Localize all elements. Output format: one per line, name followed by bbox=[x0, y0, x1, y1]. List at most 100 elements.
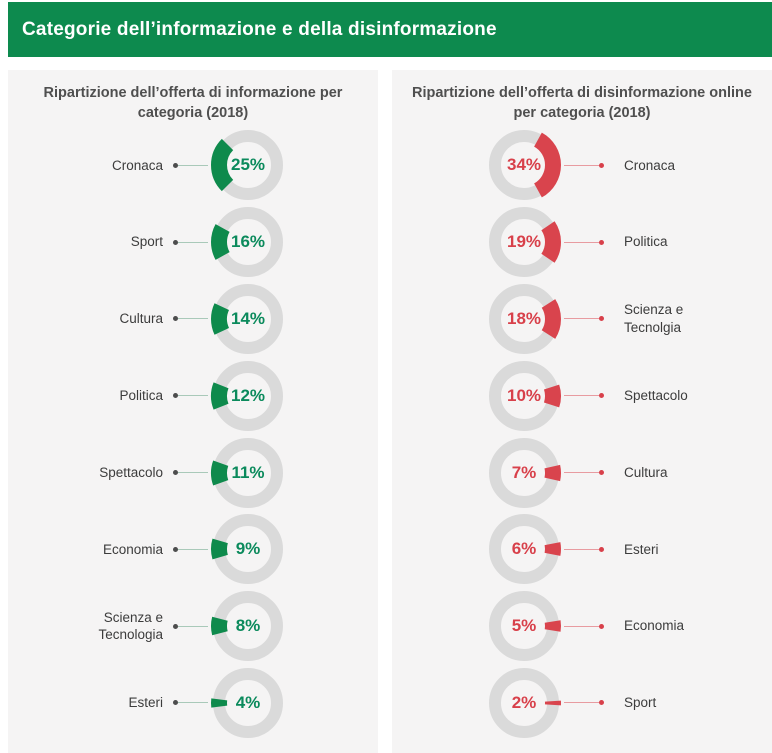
donut-chart: 10% bbox=[484, 356, 564, 436]
donut-row: Cronaca 25% bbox=[8, 127, 378, 204]
category-label: Scienza e Tecnolgia bbox=[624, 302, 684, 335]
connector-dot-icon bbox=[599, 393, 604, 399]
connector-line bbox=[564, 164, 599, 166]
donut-value-arc bbox=[544, 542, 561, 557]
donut-chart: 25% bbox=[208, 125, 288, 205]
category-label: Spettacolo bbox=[624, 388, 688, 404]
connector-dot-icon bbox=[599, 623, 604, 629]
connector-line bbox=[564, 548, 599, 550]
donut-value-label: 18% bbox=[506, 309, 542, 328]
connector-line bbox=[178, 472, 208, 474]
category-label: Esteri bbox=[128, 695, 163, 711]
category-label: Sport bbox=[624, 695, 657, 711]
label-connector bbox=[564, 700, 612, 706]
donut-row: Economia 9% bbox=[8, 511, 378, 588]
donut-ring-graphic bbox=[489, 437, 561, 508]
label-connector bbox=[163, 393, 208, 399]
donut-value-arc bbox=[533, 132, 561, 198]
donut-ring-graphic bbox=[211, 514, 283, 585]
connector-dot-icon bbox=[599, 162, 604, 168]
connector-line bbox=[178, 164, 208, 166]
donut-ring-graphic bbox=[211, 437, 283, 508]
donut-chart: 18% bbox=[484, 279, 564, 359]
label-connector bbox=[163, 700, 208, 706]
donut-value-label: 10% bbox=[506, 385, 542, 405]
connector-dot-icon bbox=[173, 316, 178, 322]
donut-row: Spettacolo 11% bbox=[8, 434, 378, 511]
donut-chart: 34% bbox=[484, 125, 564, 205]
category-label: Esteri bbox=[624, 541, 659, 557]
label-connector bbox=[564, 162, 612, 168]
donut-value-arc bbox=[541, 299, 561, 339]
donut-value-label: 9% bbox=[235, 539, 261, 559]
donut-row: Esteri 4% bbox=[8, 665, 378, 742]
label-connector bbox=[564, 470, 612, 476]
information-donut-list: Cronaca 25% Sport 16% Cultura 14% Politica 12% S… bbox=[8, 127, 378, 741]
connector-line bbox=[564, 625, 599, 627]
category-label: Cronaca bbox=[624, 157, 676, 173]
label-connector bbox=[564, 316, 612, 322]
donut-ring-graphic bbox=[211, 667, 283, 738]
information-chart-title: Ripartizione dell’offerta di informazion… bbox=[43, 85, 343, 121]
category-label: Cronaca bbox=[111, 157, 163, 173]
connector-dot-icon bbox=[599, 239, 604, 245]
category-label: Politica bbox=[119, 388, 163, 404]
donut-value-label: 4% bbox=[235, 692, 261, 712]
connector-line bbox=[564, 702, 599, 704]
donut-value-label: 11% bbox=[231, 462, 265, 482]
donut-chart: 8% bbox=[208, 586, 288, 666]
donut-value-arc bbox=[211, 224, 230, 261]
donut-value-arc bbox=[211, 382, 229, 410]
donut-chart: 7% bbox=[484, 433, 564, 513]
category-label: Sport bbox=[130, 234, 163, 250]
donut-ring-graphic bbox=[211, 207, 283, 278]
connector-line bbox=[564, 241, 599, 243]
connector-line bbox=[178, 318, 208, 320]
connector-line bbox=[178, 241, 208, 243]
donut-chart: 16% bbox=[208, 202, 288, 282]
label-connector bbox=[163, 316, 208, 322]
donut-row: 34% Cronaca bbox=[392, 127, 772, 204]
donut-ring-graphic bbox=[489, 207, 561, 278]
donut-value-label: 34% bbox=[506, 155, 542, 175]
page-title-banner: Categorie dell’informazione e della disi… bbox=[8, 2, 772, 57]
label-connector bbox=[163, 162, 208, 168]
label-connector bbox=[163, 470, 208, 476]
donut-ring-graphic bbox=[211, 591, 283, 662]
donut-value-label: 7% bbox=[511, 462, 537, 482]
donut-ring-graphic bbox=[489, 360, 561, 431]
information-chart-panel: Ripartizione dell’offerta di informazion… bbox=[8, 70, 378, 753]
disinformation-chart-title: Ripartizione dell’offerta di disinformaz… bbox=[412, 85, 752, 121]
donut-value-arc bbox=[211, 616, 228, 636]
donut-ring-graphic bbox=[489, 130, 561, 201]
label-connector bbox=[163, 239, 208, 245]
donut-chart: 6% bbox=[484, 509, 564, 589]
donut-ring-graphic bbox=[489, 591, 561, 662]
category-label: Cultura bbox=[119, 311, 163, 327]
donut-value-arc bbox=[541, 221, 561, 263]
donut-chart: 5% bbox=[484, 586, 564, 666]
donut-row: 2% Sport bbox=[392, 665, 772, 742]
donut-chart: 4% bbox=[208, 663, 288, 743]
disinformation-chart-panel: Ripartizione dell’offerta di disinformaz… bbox=[392, 70, 772, 753]
label-connector bbox=[163, 546, 208, 552]
donut-row: 6% Esteri bbox=[392, 511, 772, 588]
donut-row: 19% Politica bbox=[392, 204, 772, 281]
connector-dot-icon bbox=[599, 700, 604, 706]
connector-line bbox=[564, 318, 599, 320]
donut-ring-graphic bbox=[211, 130, 283, 201]
donut-value-label: 2% bbox=[511, 692, 537, 712]
category-label: Economia bbox=[624, 618, 685, 634]
label-connector bbox=[564, 393, 612, 399]
category-label: Scienza e Tecnologia bbox=[98, 609, 163, 643]
label-connector bbox=[564, 239, 612, 245]
donut-row: 10% Spettacolo bbox=[392, 357, 772, 434]
connector-dot-icon bbox=[173, 393, 178, 399]
donut-chart: 9% bbox=[208, 509, 288, 589]
label-connector bbox=[163, 623, 208, 629]
donut-value-label: 8% bbox=[235, 616, 261, 636]
connector-dot-icon bbox=[599, 316, 604, 322]
connector-dot-icon bbox=[173, 623, 178, 629]
connector-dot-icon bbox=[173, 700, 178, 706]
donut-chart: 14% bbox=[208, 279, 288, 359]
